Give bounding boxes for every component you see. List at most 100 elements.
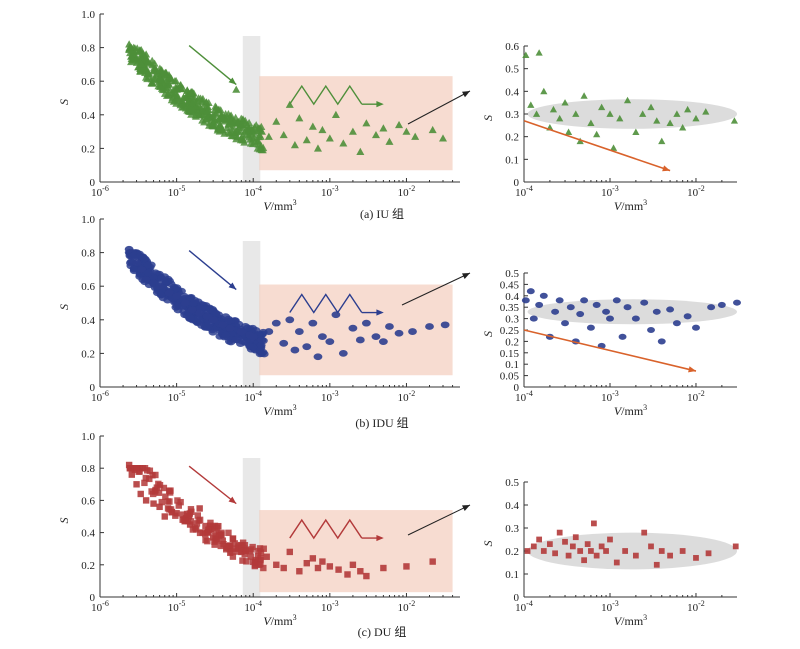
scatter-point <box>580 92 588 99</box>
panel-caption: (a) IU 组 <box>360 207 404 221</box>
x-tick-label: 10-3 <box>321 184 339 199</box>
y-tick-label: 0.2 <box>505 546 519 558</box>
scatter-point <box>356 147 365 155</box>
x-tick-label: 10-3 <box>601 389 619 404</box>
y-tick-label: 0.6 <box>81 495 95 507</box>
scatter-point <box>673 110 681 117</box>
x-tick-label: 10-5 <box>168 184 186 199</box>
scatter-point <box>385 323 394 330</box>
scatter-point <box>187 506 195 513</box>
scatter-point <box>137 60 146 68</box>
y-tick-label: 0 <box>514 592 520 604</box>
scatter-point <box>194 314 203 322</box>
scatter-point <box>158 498 165 506</box>
x-tick-label: 10-6 <box>91 389 109 404</box>
scatter-point <box>647 326 655 334</box>
x-tick-label: 10-4 <box>244 599 262 614</box>
scatter-point <box>202 102 211 110</box>
scatter-point <box>338 350 348 357</box>
x-tick-label: 10-2 <box>687 184 705 199</box>
y-axis-label: S <box>481 115 495 121</box>
scatter-point <box>243 558 250 565</box>
scatter-point <box>616 114 624 122</box>
x-tick-label: 10-4 <box>515 389 533 404</box>
scatter-point <box>164 289 174 297</box>
y-tick-label: 0.3 <box>505 523 519 535</box>
scatter-point <box>556 529 563 536</box>
decrease-arrow <box>188 45 237 86</box>
scatter-point <box>147 79 156 87</box>
cluster-ellipse <box>527 99 737 129</box>
scatter-point <box>362 119 371 127</box>
scatter-point <box>325 338 335 346</box>
x-tick-label: 10-5 <box>168 599 186 614</box>
scatter-point <box>128 51 137 60</box>
scatter-point <box>290 141 299 149</box>
scatter-point <box>264 328 274 335</box>
scatter-point <box>202 98 211 106</box>
scatter-point <box>144 58 153 66</box>
scatter-point <box>137 490 144 498</box>
scatter-point <box>229 535 237 542</box>
fluctuation-zigzag <box>289 518 363 540</box>
scatter-point <box>335 566 342 573</box>
scatter-point <box>175 96 184 104</box>
scatter-point <box>160 273 169 281</box>
scatter-point <box>667 552 673 559</box>
scatter-point <box>155 489 163 496</box>
scatter-point <box>167 74 176 82</box>
scatter-point <box>155 480 162 488</box>
scatter-point <box>256 561 263 568</box>
y-tick-label: 0.05 <box>500 371 520 383</box>
x-tick-label: 10-5 <box>168 389 186 404</box>
x-tick-label: 10-3 <box>321 599 339 614</box>
y-tick-label: 0.4 <box>81 315 95 327</box>
scatter-point <box>188 99 197 107</box>
scatter-point <box>177 498 184 506</box>
scatter-point <box>142 497 150 504</box>
scatter-point <box>648 543 654 550</box>
scatter-point <box>172 302 182 310</box>
scatter-point <box>195 517 202 524</box>
scatter-point <box>224 128 233 136</box>
scatter-point <box>319 558 326 565</box>
scatter-point <box>355 336 365 344</box>
scatter-point <box>586 324 595 331</box>
scatter-point <box>226 117 235 125</box>
x-axis-label: V/mm3 <box>263 198 296 213</box>
y-tick-label: 0.1 <box>505 154 519 166</box>
scatter-point <box>285 100 294 108</box>
y-axis-label: S <box>481 331 495 337</box>
decrease-arrowhead <box>228 282 237 290</box>
scatter-point <box>632 128 640 136</box>
scatter-point <box>318 333 327 340</box>
scatter-point <box>529 315 538 322</box>
y-tick-label: 0.5 <box>505 64 519 76</box>
scatter-point <box>221 331 231 339</box>
scatter-point <box>172 292 182 300</box>
x-axis-label: V/mm3 <box>263 403 296 418</box>
fluctuation-arrowhead <box>376 309 384 316</box>
scatter-point <box>672 320 681 327</box>
y-tick-label: 0 <box>90 382 96 394</box>
inset-trend-arrowhead <box>662 165 671 172</box>
y-tick-label: 0.2 <box>505 336 519 348</box>
y-tick-label: 0.1 <box>505 569 519 581</box>
scatter-point <box>162 91 171 99</box>
scatter-point <box>732 543 739 550</box>
scatter-point <box>361 319 371 327</box>
scatter-point <box>717 301 726 308</box>
scatter-point <box>705 550 712 557</box>
y-axis-label: S <box>481 541 495 547</box>
scatter-point <box>127 252 137 260</box>
scatter-point <box>612 297 621 304</box>
scatter-point <box>196 304 205 312</box>
scatter-point <box>535 301 544 308</box>
scatter-point <box>547 541 553 547</box>
y-axis-label: S <box>57 518 71 524</box>
scatter-point <box>562 538 568 545</box>
scatter-point <box>380 564 387 572</box>
scatter-point <box>286 548 293 556</box>
scatter-point <box>658 137 666 145</box>
decrease-arrow <box>188 250 237 291</box>
